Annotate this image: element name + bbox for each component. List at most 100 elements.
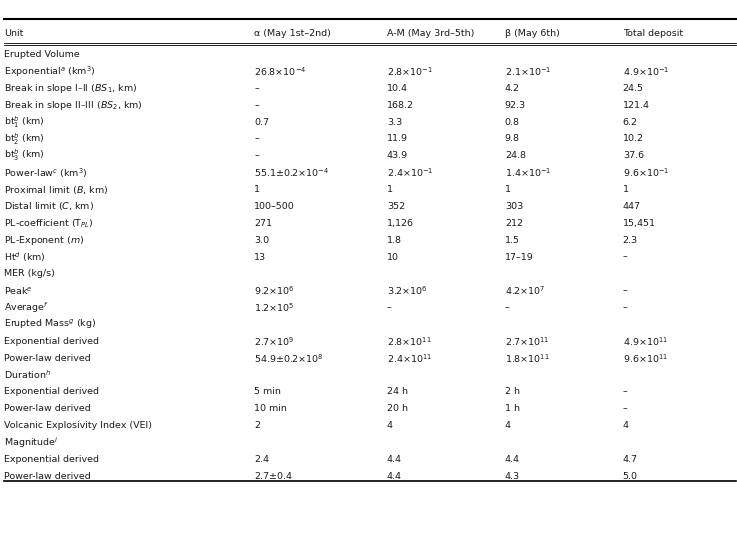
- Text: 37.6: 37.6: [623, 151, 644, 160]
- Text: 43.9: 43.9: [387, 151, 408, 160]
- Text: 11.9: 11.9: [387, 134, 408, 144]
- Text: 1: 1: [623, 185, 629, 194]
- Text: –: –: [254, 101, 259, 110]
- Text: 55.1±0.2×10$^{-4}$: 55.1±0.2×10$^{-4}$: [254, 166, 329, 179]
- Text: 2 h: 2 h: [505, 387, 520, 397]
- Text: 6.2: 6.2: [623, 118, 638, 127]
- Text: bt$_3^b$ (km): bt$_3^b$ (km): [4, 149, 44, 163]
- Text: 1.5: 1.5: [505, 236, 520, 245]
- Text: Total deposit: Total deposit: [623, 29, 683, 38]
- Text: 2.7×10$^9$: 2.7×10$^9$: [254, 335, 294, 348]
- Text: 2.7±0.4: 2.7±0.4: [254, 472, 293, 481]
- Text: Distal limit ($C$, km): Distal limit ($C$, km): [4, 200, 94, 213]
- Text: Power-law derived: Power-law derived: [4, 472, 91, 481]
- Text: 1.4×10$^{-1}$: 1.4×10$^{-1}$: [505, 166, 551, 179]
- Text: 352: 352: [387, 202, 405, 211]
- Text: 0.7: 0.7: [254, 118, 269, 127]
- Text: 10.2: 10.2: [623, 134, 643, 144]
- Text: –: –: [254, 134, 259, 144]
- Text: –: –: [254, 151, 259, 160]
- Text: –: –: [623, 252, 627, 262]
- Text: 9.6×10$^{-1}$: 9.6×10$^{-1}$: [623, 166, 669, 179]
- Text: 100–500: 100–500: [254, 202, 295, 211]
- Text: 92.3: 92.3: [505, 101, 526, 110]
- Text: Unit: Unit: [4, 29, 23, 38]
- Text: 20 h: 20 h: [387, 404, 408, 413]
- Text: 2.1×10$^{-1}$: 2.1×10$^{-1}$: [505, 65, 551, 78]
- Text: 2.8×10$^{11}$: 2.8×10$^{11}$: [387, 335, 432, 348]
- Text: Exponential derived: Exponential derived: [4, 387, 99, 397]
- Text: 2.4: 2.4: [254, 455, 269, 464]
- Text: 26.8×10$^{-4}$: 26.8×10$^{-4}$: [254, 65, 307, 78]
- Text: –: –: [387, 303, 391, 312]
- Text: 2: 2: [254, 421, 260, 430]
- Text: 1.8: 1.8: [387, 236, 402, 245]
- Text: 10: 10: [387, 252, 399, 262]
- Text: 4.3: 4.3: [505, 472, 520, 481]
- Text: –: –: [623, 404, 627, 413]
- Text: 1.8×10$^{11}$: 1.8×10$^{11}$: [505, 352, 550, 364]
- Text: Volcanic Explosivity Index (VEI): Volcanic Explosivity Index (VEI): [4, 421, 152, 430]
- Text: Break in slope I–II ($BS_1$, km): Break in slope I–II ($BS_1$, km): [4, 82, 137, 95]
- Text: 1: 1: [505, 185, 511, 194]
- Text: –: –: [505, 303, 509, 312]
- Text: 4.7: 4.7: [623, 455, 638, 464]
- Text: A-M (May 3rd–5th): A-M (May 3rd–5th): [387, 29, 475, 38]
- Text: Proximal limit ($B$, km): Proximal limit ($B$, km): [4, 183, 108, 196]
- Text: 3.3: 3.3: [387, 118, 402, 127]
- Text: Ht$^d$ (km): Ht$^d$ (km): [4, 250, 46, 264]
- Text: 168.2: 168.2: [387, 101, 414, 110]
- Text: 2.4×10$^{11}$: 2.4×10$^{11}$: [387, 352, 432, 364]
- Text: Magnitude$^i$: Magnitude$^i$: [4, 435, 58, 450]
- Text: Break in slope II–III ($BS_2$, km): Break in slope II–III ($BS_2$, km): [4, 99, 142, 112]
- Text: 5 min: 5 min: [254, 387, 281, 397]
- Text: 4.9×10$^{11}$: 4.9×10$^{11}$: [623, 335, 668, 348]
- Text: Power-law$^c$ (km$^3$): Power-law$^c$ (km$^3$): [4, 166, 88, 180]
- Text: 54.9±0.2×10$^8$: 54.9±0.2×10$^8$: [254, 352, 324, 364]
- Text: 4: 4: [623, 421, 629, 430]
- Text: 4.9×10$^{-1}$: 4.9×10$^{-1}$: [623, 65, 669, 78]
- Text: 9.8: 9.8: [505, 134, 520, 144]
- Text: 271: 271: [254, 219, 272, 228]
- Text: Average$^f$: Average$^f$: [4, 300, 49, 315]
- Text: –: –: [623, 303, 627, 312]
- Text: 1,126: 1,126: [387, 219, 414, 228]
- Text: 303: 303: [505, 202, 523, 211]
- Text: 10 min: 10 min: [254, 404, 287, 413]
- Text: 2.8×10$^{-1}$: 2.8×10$^{-1}$: [387, 65, 433, 78]
- Text: 13: 13: [254, 252, 266, 262]
- Text: 0.8: 0.8: [505, 118, 520, 127]
- Text: PL-Exponent ($m$): PL-Exponent ($m$): [4, 234, 84, 246]
- Text: 2.3: 2.3: [623, 236, 638, 245]
- Text: 1 h: 1 h: [505, 404, 520, 413]
- Text: Exponential$^a$ (km$^3$): Exponential$^a$ (km$^3$): [4, 64, 95, 79]
- Text: 2.7×10$^{11}$: 2.7×10$^{11}$: [505, 335, 549, 348]
- Text: Exponential derived: Exponential derived: [4, 337, 99, 346]
- Text: 447: 447: [623, 202, 640, 211]
- Text: MER (kg/s): MER (kg/s): [4, 269, 55, 279]
- Text: 4.4: 4.4: [387, 455, 402, 464]
- Text: Power-law derived: Power-law derived: [4, 404, 91, 413]
- Text: Exponential derived: Exponential derived: [4, 455, 99, 464]
- Text: Erupted Volume: Erupted Volume: [4, 50, 80, 59]
- Text: –: –: [623, 286, 627, 295]
- Text: 17–19: 17–19: [505, 252, 534, 262]
- Text: 121.4: 121.4: [623, 101, 650, 110]
- Text: Erupted Mass$^g$ (kg): Erupted Mass$^g$ (kg): [4, 318, 96, 331]
- Text: 9.2×10$^6$: 9.2×10$^6$: [254, 285, 295, 297]
- Text: 4: 4: [387, 421, 393, 430]
- Text: bt$_1^b$ (km): bt$_1^b$ (km): [4, 115, 44, 129]
- Text: PL-coefficient (T$_{PL}$): PL-coefficient (T$_{PL}$): [4, 217, 94, 230]
- Text: –: –: [254, 84, 259, 93]
- Text: bt$_2^b$ (km): bt$_2^b$ (km): [4, 132, 44, 146]
- Text: 4: 4: [505, 421, 511, 430]
- Text: 5.0: 5.0: [623, 472, 638, 481]
- Text: Duration$^h$: Duration$^h$: [4, 369, 51, 381]
- Text: 10.4: 10.4: [387, 84, 408, 93]
- Text: 2.4×10$^{-1}$: 2.4×10$^{-1}$: [387, 166, 433, 179]
- Text: 4.4: 4.4: [505, 455, 520, 464]
- Text: Peak$^e$: Peak$^e$: [4, 285, 32, 297]
- Text: 1: 1: [254, 185, 260, 194]
- Text: 212: 212: [505, 219, 523, 228]
- Text: 4.2×10$^7$: 4.2×10$^7$: [505, 285, 545, 297]
